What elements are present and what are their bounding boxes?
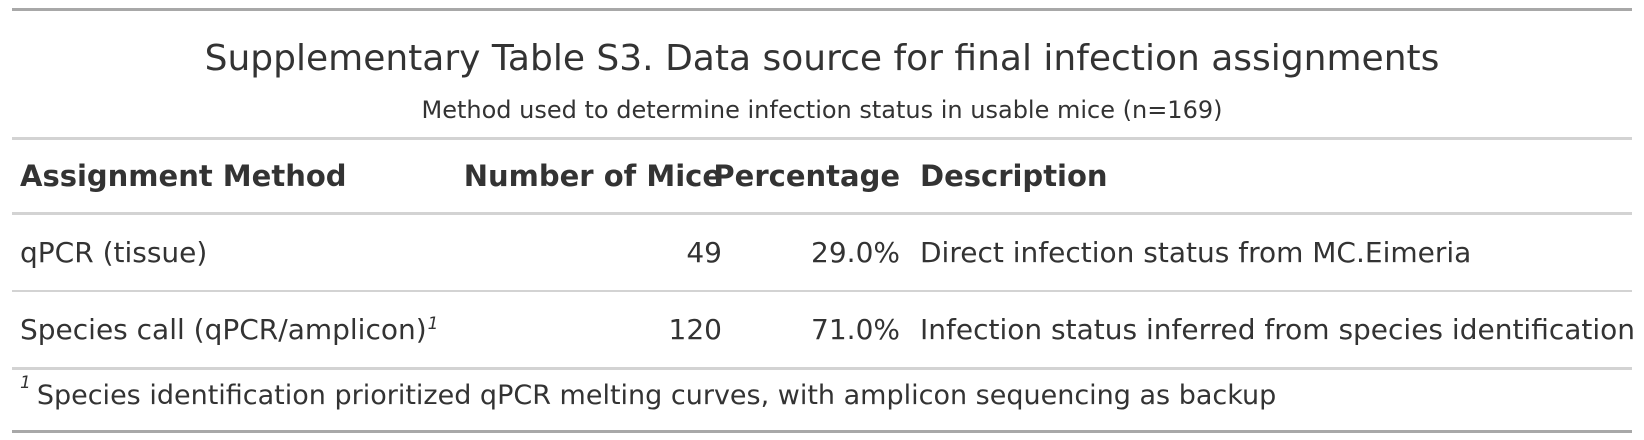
header-bottom-border <box>12 212 1632 215</box>
cell-description: Direct infection status from MC.Eimeria <box>920 236 1472 269</box>
cell-percentage: 71.0% <box>811 313 900 346</box>
supplementary-table: Supplementary Table S3. Data source for … <box>12 8 1636 433</box>
footnote-text: Species identification prioritized qPCR … <box>36 380 1277 411</box>
row-divider <box>12 290 1632 292</box>
method-text: qPCR (tissue) <box>20 236 208 269</box>
header-top-border <box>12 137 1632 140</box>
column-header-number-of-mice: Number of Mice <box>463 159 722 193</box>
table-row: qPCR (tissue) 49 29.0% Direct infection … <box>12 215 1632 290</box>
table-bottom-border <box>12 430 1632 433</box>
cell-assignment-method: Species call (qPCR/amplicon) 1 <box>20 313 439 346</box>
table-title: Supplementary Table S3. Data source for … <box>204 38 1440 79</box>
cell-number-of-mice: 120 <box>668 313 722 346</box>
body-bottom-border <box>12 367 1632 370</box>
cell-description: Infection status inferred from species i… <box>920 313 1636 346</box>
method-text: Species call (qPCR/amplicon) <box>20 313 427 346</box>
table-subtitle: Method used to determine infection statu… <box>421 96 1223 124</box>
footnote-marker: 1 <box>20 373 31 393</box>
column-header-percentage: Percentage <box>713 159 900 193</box>
table-footnote: 1 Species identification prioritized qPCR… <box>12 370 1632 430</box>
table-row: Species call (qPCR/amplicon) 1 120 71.0% … <box>12 292 1636 367</box>
table-header-row: Assignment Method Number of Mice Percent… <box>12 140 1632 212</box>
column-header-assignment-method: Assignment Method <box>20 159 347 193</box>
cell-percentage: 29.0% <box>811 236 900 269</box>
cell-assignment-method: qPCR (tissue) <box>20 215 207 290</box>
column-header-description: Description <box>920 159 1108 193</box>
table-top-border <box>12 8 1632 11</box>
cell-number-of-mice: 49 <box>686 236 722 269</box>
